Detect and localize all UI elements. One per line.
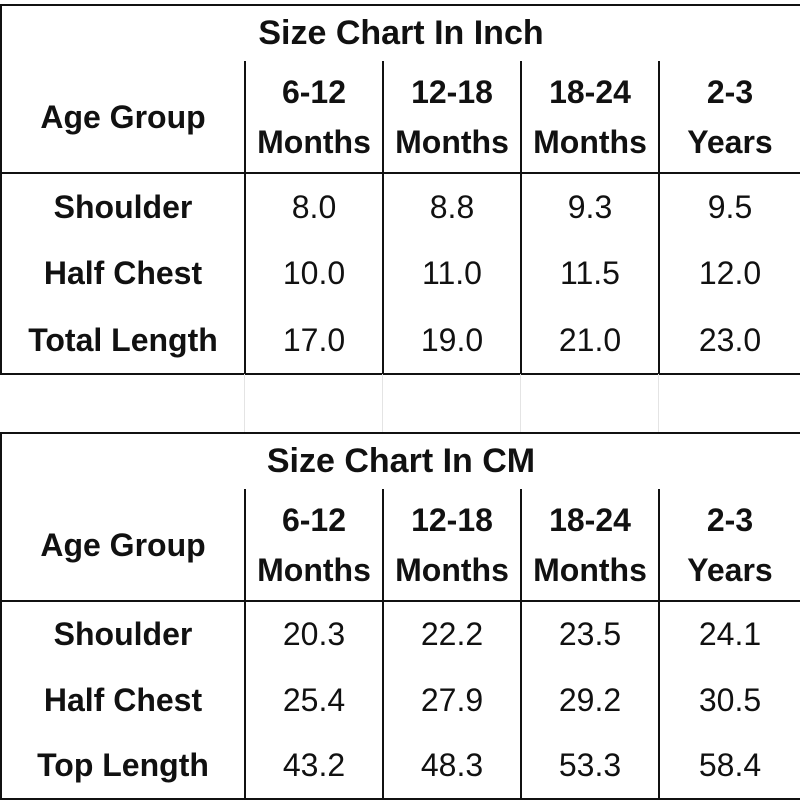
table-row: Shoulder 20.3 22.2 23.5 24.1: [0, 601, 800, 667]
column-header: 6-12 Months: [245, 61, 384, 174]
table-cell: 53.3: [521, 733, 660, 800]
table-cell: 21.0: [521, 307, 660, 375]
table-cell: 8.0: [245, 173, 384, 240]
column-header: 2-3 Years: [659, 61, 800, 174]
age-group-header: Age Group: [0, 489, 246, 602]
table-row: Half Chest 10.0 11.0 11.5 12.0: [0, 240, 800, 307]
table-title: Size Chart In CM: [0, 432, 800, 489]
table-cell: 20.3: [245, 601, 384, 667]
age-group-header: Age Group: [0, 61, 246, 174]
table-cell: 10.0: [245, 240, 384, 307]
row-label: Top Length: [0, 733, 246, 800]
table-row: Shoulder 8.0 8.8 9.3 9.5: [0, 173, 800, 240]
table-cell: 58.4: [659, 733, 800, 800]
table-cell: 9.5: [659, 173, 800, 240]
table-cell: 25.4: [245, 667, 384, 733]
column-header: 12-18 Months: [383, 61, 522, 174]
column-header: 12-18 Months: [383, 489, 522, 602]
table-cell: 9.3: [521, 173, 660, 240]
row-label: Total Length: [0, 307, 246, 375]
row-label: Shoulder: [0, 601, 246, 667]
table-title: Size Chart In Inch: [0, 4, 800, 61]
table-cell: 22.2: [383, 601, 522, 667]
table-cell: 8.8: [383, 173, 522, 240]
row-label: Half Chest: [0, 667, 246, 733]
table-row: Half Chest 25.4 27.9 29.2 30.5: [0, 667, 800, 733]
column-header: 2-3 Years: [659, 489, 800, 602]
table-cell: 30.5: [659, 667, 800, 733]
table-cell: 11.0: [383, 240, 522, 307]
table-cell: 23.5: [521, 601, 660, 667]
spacer-row: [0, 374, 800, 432]
column-header: 18-24 Months: [521, 61, 660, 174]
table-cell: 12.0: [659, 240, 800, 307]
table-cell: 29.2: [521, 667, 660, 733]
row-label: Half Chest: [0, 240, 246, 307]
column-header: 18-24 Months: [521, 489, 660, 602]
size-chart-cm-table: Size Chart In CM Age Group 6-12 Months 12…: [0, 432, 800, 800]
table-cell: 23.0: [659, 307, 800, 375]
column-header: 6-12 Months: [245, 489, 384, 602]
table-cell: 19.0: [383, 307, 522, 375]
table-row: Total Length 17.0 19.0 21.0 23.0: [0, 307, 800, 375]
table-cell: 24.1: [659, 601, 800, 667]
table-cell: 48.3: [383, 733, 522, 800]
table-row: Top Length 43.2 48.3 53.3 58.4: [0, 733, 800, 800]
size-chart-inch-table: Size Chart In Inch Age Group 6-12 Months …: [0, 4, 800, 375]
table-cell: 17.0: [245, 307, 384, 375]
table-cell: 43.2: [245, 733, 384, 800]
row-label: Shoulder: [0, 173, 246, 240]
table-cell: 27.9: [383, 667, 522, 733]
table-cell: 11.5: [521, 240, 660, 307]
